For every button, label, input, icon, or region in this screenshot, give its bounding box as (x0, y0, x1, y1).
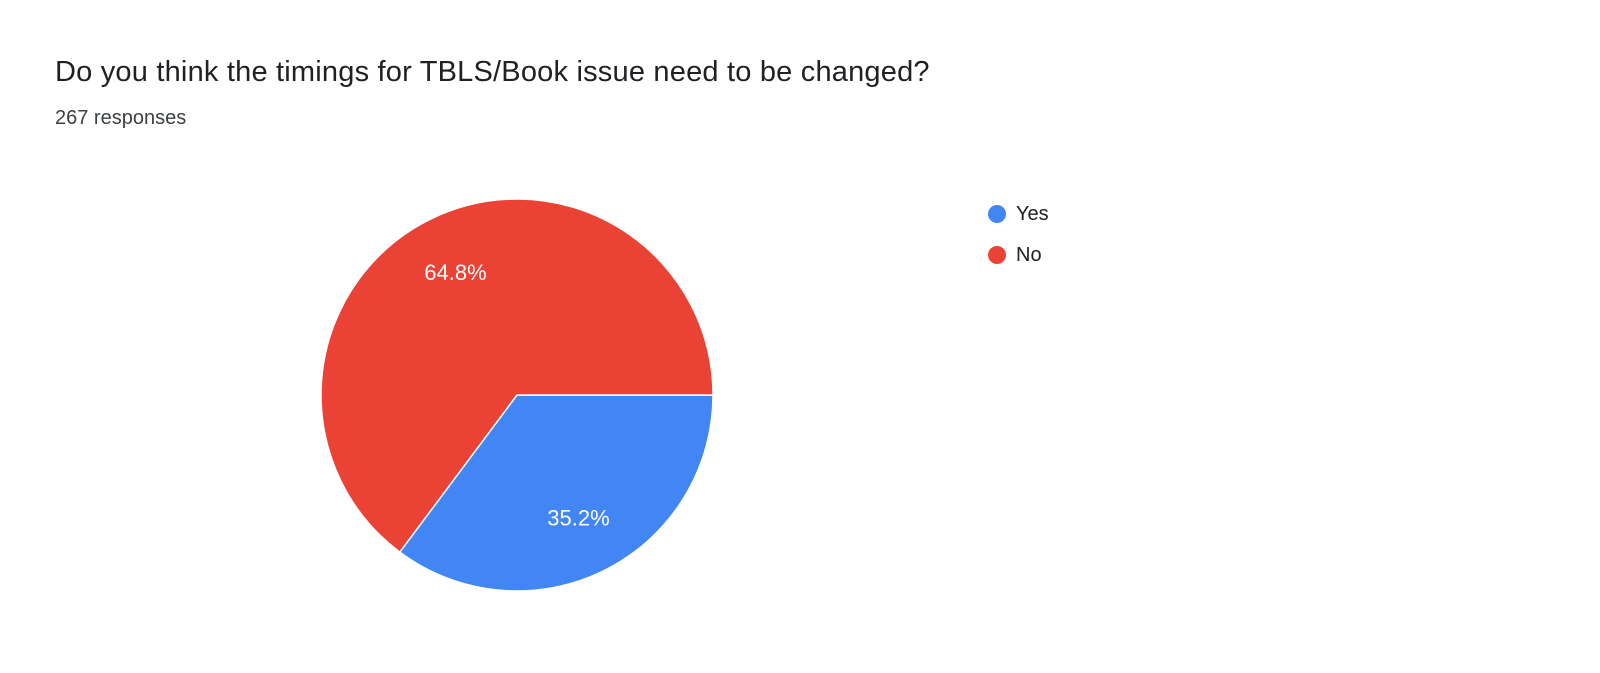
pie-chart: 35.2% 64.8% (320, 198, 714, 592)
pie-slice-label-yes: 35.2% (547, 505, 609, 530)
pie-slice-yes[interactable] (399, 394, 714, 592)
legend-label-no: No (1016, 244, 1042, 266)
pie-slice-no[interactable] (320, 198, 714, 553)
legend-swatch-yes (988, 205, 1006, 223)
pie-chart-container: 35.2% 64.8% (317, 195, 717, 595)
question-title: Do you think the timings for TBLS/Book i… (55, 56, 930, 88)
chart-legend: Yes No (988, 202, 1049, 284)
legend-item-no: No (988, 243, 1049, 267)
legend-label-yes: Yes (1016, 203, 1049, 225)
legend-swatch-no (988, 246, 1006, 264)
pie-slice-label-no: 64.8% (424, 260, 486, 285)
response-count: 267 responses (55, 107, 187, 129)
legend-item-yes: Yes (988, 202, 1049, 226)
